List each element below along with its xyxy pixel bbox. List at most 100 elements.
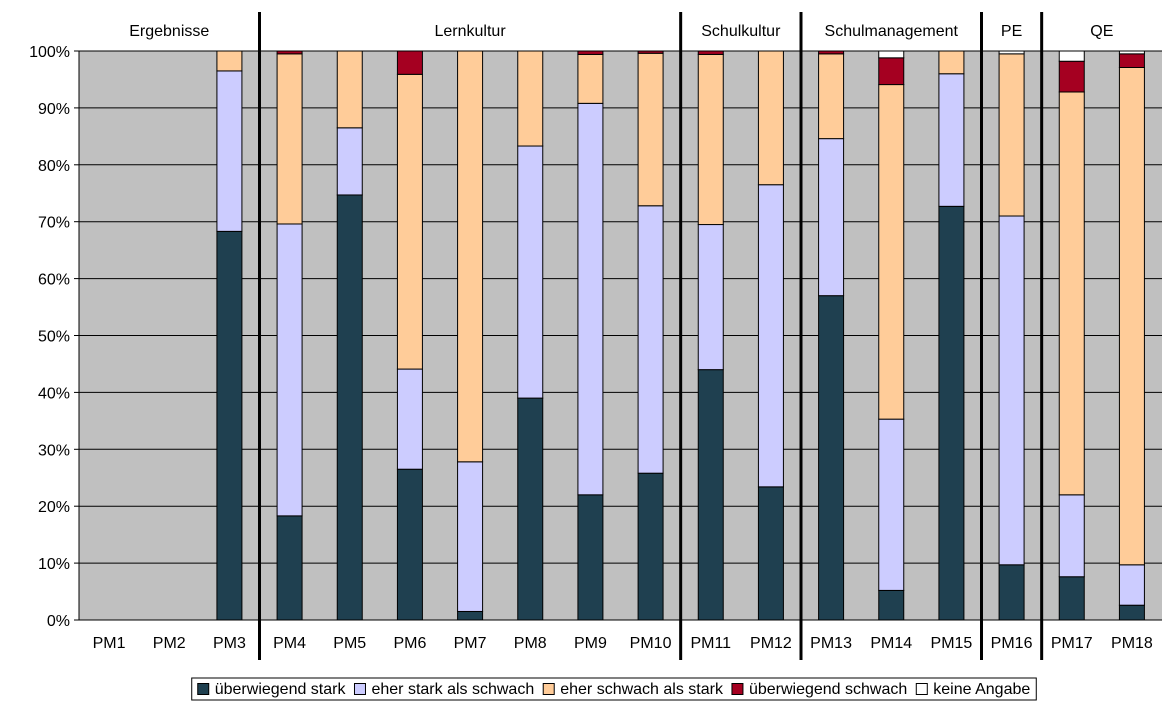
y-tick-label: 70% [38, 215, 70, 232]
bar-segment-pm13-series-1 [818, 138, 845, 297]
x-tick-label: PM11 [690, 635, 731, 652]
bar-segment-pm17-series-2 [1058, 91, 1085, 496]
bar-segment-pm7-series-0 [457, 610, 484, 621]
legend-label: eher stark als schwach [371, 681, 534, 698]
bar-segment-pm14-series-0 [878, 589, 905, 621]
bar-segment-pm15-series-0 [938, 205, 965, 621]
x-tick-label: PM3 [213, 635, 246, 652]
x-tick-label: PM1 [93, 635, 126, 652]
bar-segment-pm18-series-4 [1118, 50, 1145, 55]
bar-segment-pm5-series-0 [336, 194, 363, 621]
bar-segment-pm17-series-4 [1058, 50, 1085, 62]
y-tick-label: 40% [38, 385, 70, 402]
y-tick-label: 20% [38, 499, 70, 516]
x-tick-label: PM7 [454, 635, 487, 652]
bar-segment-pm9-series-2 [577, 53, 604, 104]
y-tick-label: 80% [38, 158, 70, 175]
bar-segment-pm4-series-3 [276, 50, 303, 55]
bar-segment-pm5-series-1 [336, 127, 363, 196]
bar-segment-pm11-series-3 [697, 50, 724, 55]
bar-segment-pm10-series-0 [637, 472, 664, 621]
bar-segment-pm18-series-2 [1118, 67, 1145, 566]
bar-segment-pm14-series-2 [878, 84, 905, 420]
bar-segment-pm17-series-1 [1058, 494, 1085, 578]
bar-segment-pm15-series-2 [938, 50, 965, 75]
bar-segment-pm4-series-0 [276, 515, 303, 621]
x-tick-label: PM17 [1051, 635, 1093, 652]
y-tick-label: 60% [38, 272, 70, 289]
legend: überwiegend stark eher stark als schwach e… [191, 677, 1037, 701]
bar-segment-pm7-series-1 [457, 461, 484, 612]
bar-segment-pm14-series-3 [878, 57, 905, 86]
x-tick-label: PM14 [870, 635, 912, 652]
bar-segment-pm14-series-4 [878, 50, 905, 59]
y-tick-label: 90% [38, 101, 70, 118]
legend-box [191, 677, 1037, 701]
bar-segment-pm18-series-3 [1118, 53, 1145, 69]
bar-segment-pm18-series-1 [1118, 564, 1145, 606]
bar-segment-pm13-series-3 [818, 50, 845, 55]
y-tick-label: 10% [38, 556, 70, 573]
bar-segment-pm10-series-3 [637, 50, 664, 54]
legend-swatch-series-2 [542, 683, 555, 695]
bar-segment-pm10-series-2 [637, 52, 664, 207]
bar-segment-pm3-series-2 [216, 50, 243, 72]
group-label-pe: PE [1001, 23, 1022, 40]
bar-segment-pm9-series-0 [577, 494, 604, 621]
legend-swatch-series-0 [197, 683, 210, 695]
legend-swatch-series-3 [731, 683, 744, 695]
legend-swatch-series-4 [915, 683, 928, 695]
group-label-schulmanagement: Schulmanagement [825, 23, 959, 40]
legend-label: keine Angabe [933, 681, 1030, 698]
bar-segment-pm6-series-3 [396, 50, 423, 75]
group-label-ergebnisse: Ergebnisse [129, 23, 209, 40]
bar-segment-pm9-series-1 [577, 102, 604, 496]
x-tick-label: PM13 [810, 635, 852, 652]
bar-segment-pm17-series-3 [1058, 60, 1085, 93]
bar-segment-pm15-series-1 [938, 73, 965, 207]
x-tick-label: PM4 [273, 635, 306, 652]
bar-segment-pm5-series-2 [336, 50, 363, 129]
bars [216, 50, 1145, 621]
x-tick-label: PM12 [750, 635, 792, 652]
bar-segment-pm9-series-3 [577, 50, 604, 55]
group-label-qe: QE [1090, 23, 1113, 40]
bar-segment-pm10-series-1 [637, 205, 664, 474]
bar-segment-pm4-series-1 [276, 223, 303, 517]
bar-segment-pm18-series-0 [1118, 604, 1145, 621]
bar-segment-pm12-series-0 [757, 486, 784, 621]
bar-segment-pm3-series-0 [216, 230, 243, 621]
bar-segment-pm6-series-1 [396, 368, 423, 470]
y-tick-label: 0% [47, 613, 70, 630]
x-tick-label: PM6 [393, 635, 426, 652]
legend-swatch-series-1 [353, 683, 366, 695]
group-label-lernkultur: Lernkultur [435, 23, 507, 40]
y-tick-label: 50% [38, 329, 70, 346]
bar-segment-pm11-series-1 [697, 224, 724, 371]
x-tick-label: PM15 [931, 635, 973, 652]
x-tick-label: PM16 [991, 635, 1033, 652]
bar-segment-pm16-series-2 [998, 53, 1025, 217]
legend-label: überwiegend stark [215, 681, 347, 698]
x-tick-label: PM10 [630, 635, 672, 652]
group-headers: Ergebnisse Lernkultur Schulkultur Schulmana… [129, 12, 1113, 660]
bar-segment-pm6-series-0 [396, 468, 423, 621]
legend-label: eher schwach als stark [560, 681, 724, 698]
bar-segment-pm14-series-1 [878, 418, 905, 591]
bar-segment-pm4-series-2 [276, 53, 303, 225]
y-tick-label: 30% [38, 442, 70, 459]
bar-segment-pm11-series-2 [697, 53, 724, 226]
y-axis: 0% 10% 20% 30% 40% 50% 60% 70% 80% 90% 100% [29, 44, 80, 630]
bar-segment-pm12-series-1 [757, 184, 784, 488]
x-tick-label: PM5 [333, 635, 366, 652]
bar-segment-pm3-series-1 [216, 70, 243, 232]
bar-segment-pm11-series-0 [697, 369, 724, 621]
bar-segment-pm13-series-0 [818, 295, 845, 621]
bar-segment-pm8-series-1 [517, 145, 544, 399]
group-label-schulkultur: Schulkultur [701, 23, 781, 40]
bar-segment-pm8-series-2 [517, 50, 544, 147]
bar-segment-pm7-series-2 [457, 50, 484, 463]
bar-segment-pm16-series-0 [998, 564, 1025, 621]
x-tick-label: PM9 [574, 635, 607, 652]
bar-segment-pm12-series-2 [757, 50, 784, 186]
